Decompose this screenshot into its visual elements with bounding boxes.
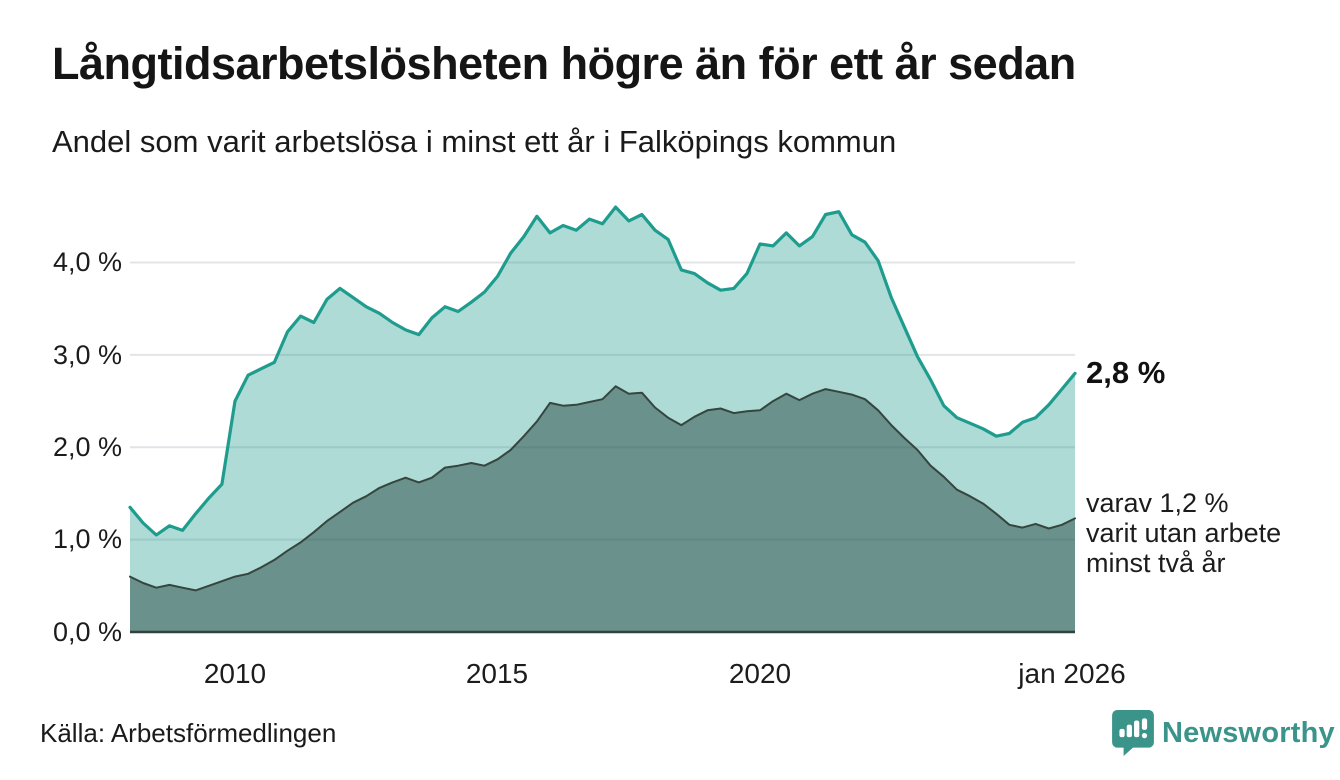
x-axis-tick-label: 2010	[203, 658, 267, 689]
annotation-line: varav 1,2 %	[1086, 488, 1229, 518]
two-year-annotation: varav 1,2 % varit utan arbete minst två …	[1086, 488, 1281, 578]
source-note: Källa: Arbetsförmedlingen	[40, 718, 337, 748]
x-axis-tick-label: 2015	[465, 658, 529, 689]
latest-value-annotation: 2,8 %	[1086, 355, 1166, 390]
y-axis-tick-label: 0,0 %	[52, 617, 122, 647]
page-subtitle: Andel som varit arbetslösa i minst ett å…	[52, 124, 897, 159]
y-axis-tick-label: 2,0 %	[52, 432, 122, 462]
series-line	[128, 205, 1077, 537]
series-fill	[130, 207, 1075, 632]
y-axis-tick-label: 3,0 %	[52, 340, 122, 370]
newsworthy-logo: Newsworthy	[1112, 710, 1335, 756]
series-line	[129, 385, 1076, 592]
newsworthy-icon	[1112, 710, 1154, 756]
annotation-line: varit utan arbete	[1086, 518, 1282, 548]
annotation-line: minst två år	[1086, 548, 1226, 578]
y-axis-tick-label: 4,0 %	[52, 247, 122, 277]
x-axis-tick-label: jan 2026	[1018, 658, 1126, 689]
series-fill	[130, 386, 1075, 632]
x-axis-tick-label: 2020	[728, 658, 792, 689]
page-title: Långtidsarbetslösheten högre än för ett …	[52, 38, 1076, 89]
brand-name: Newsworthy	[1162, 716, 1335, 749]
y-axis-tick-label: 1,0 %	[52, 524, 122, 554]
